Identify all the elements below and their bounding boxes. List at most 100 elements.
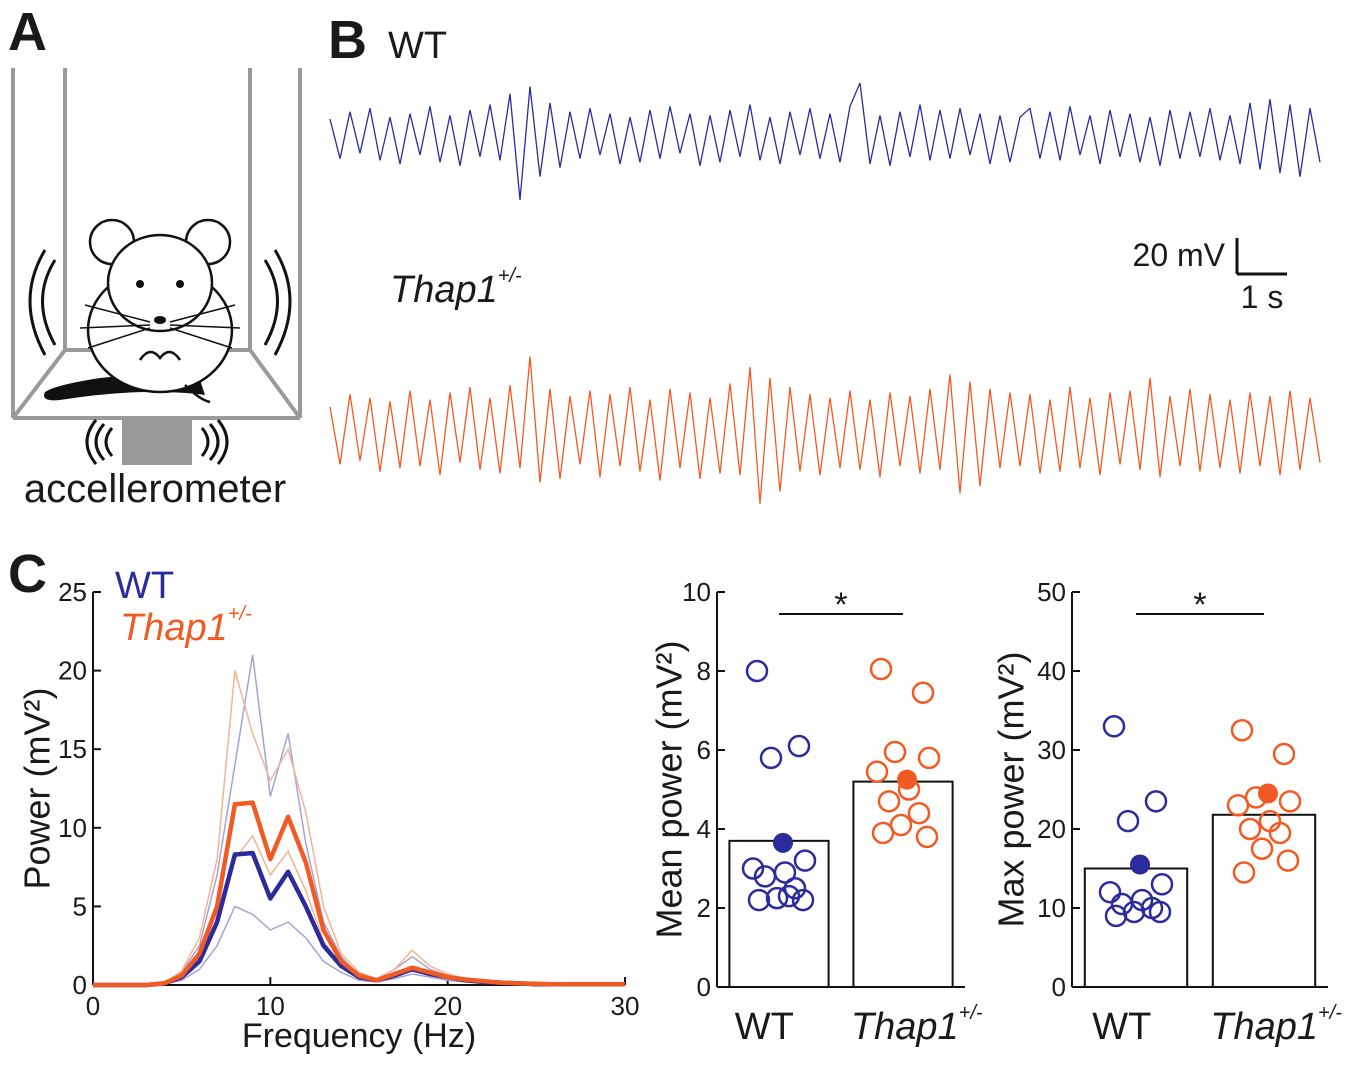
mean-point	[1130, 854, 1150, 875]
data-point	[911, 681, 935, 704]
y-tick-label: 15	[58, 734, 87, 764]
data-point	[1104, 904, 1128, 928]
category-label-main: Thap1	[851, 1006, 959, 1048]
data-point	[877, 790, 901, 813]
data-point	[1250, 837, 1274, 860]
data-point	[777, 884, 801, 908]
bar	[1211, 813, 1317, 989]
data-point	[1144, 790, 1168, 813]
data-point	[1148, 900, 1172, 924]
data-point	[871, 821, 895, 845]
legend-entry: WT	[115, 565, 174, 607]
data-point	[745, 659, 769, 683]
data-point	[1230, 719, 1254, 742]
y-tick-label: 10	[1037, 893, 1066, 923]
y-tick-label: 6	[697, 735, 711, 765]
y-tick-label: 20	[58, 656, 87, 686]
data-point	[907, 801, 931, 825]
x-axis-title: Frequency (Hz)	[242, 1017, 476, 1055]
category-label: WT	[1092, 1006, 1151, 1048]
x-tick-label: 10	[256, 991, 285, 1021]
data-point	[1226, 794, 1250, 817]
panel-label: A	[8, 2, 47, 62]
y-tick-label: 20	[1037, 814, 1066, 844]
data-point	[1102, 715, 1126, 738]
data-point	[1278, 790, 1302, 813]
x-tick-label: 0	[86, 991, 100, 1021]
mean-line	[93, 800, 625, 988]
individual-line	[93, 670, 625, 986]
data-point	[915, 825, 939, 849]
y-tick-label: 4	[697, 814, 711, 844]
trace-label-main: WT	[388, 25, 447, 67]
data-point	[765, 886, 789, 910]
significance-mark: *	[1193, 586, 1206, 624]
legend-entry-main: Thap1	[120, 607, 228, 649]
data-point	[865, 760, 889, 783]
y-tick-label: 40	[1037, 656, 1066, 686]
data-point	[1098, 880, 1122, 904]
trace-label: Thap1+/-	[390, 265, 522, 311]
category-label-superscript: +/-	[959, 1002, 983, 1024]
trace-label: WT	[388, 25, 447, 67]
mean-point	[1258, 783, 1278, 804]
data-point	[917, 746, 941, 770]
legend-entry-main: WT	[115, 565, 174, 607]
trace-label-main: Thap1	[390, 269, 498, 311]
individual-line	[93, 654, 625, 986]
category-label-main: WT	[1092, 1006, 1151, 1048]
y-tick-label: 10	[58, 813, 87, 843]
data-point	[1268, 821, 1292, 845]
y-axis-title: Max power (mV²)	[991, 651, 1032, 927]
panel-label: C	[8, 544, 47, 604]
trace	[329, 82, 1321, 201]
significance-mark: *	[834, 586, 847, 624]
data-point	[869, 657, 893, 681]
y-tick-label: 50	[1037, 577, 1066, 607]
data-point	[1272, 742, 1296, 766]
data-point	[793, 849, 817, 872]
data-point	[1276, 849, 1300, 872]
y-tick-label: 5	[73, 891, 87, 921]
x-tick-label: 30	[611, 991, 640, 1021]
category-label-superscript: +/-	[1318, 1002, 1342, 1024]
scale-bar-label: 1 s	[1241, 279, 1284, 315]
mean-point	[897, 769, 917, 790]
category-label: Thap1+/-	[851, 1002, 983, 1048]
individual-line	[93, 834, 625, 986]
y-axis-title: Power (mV²)	[17, 687, 58, 889]
data-point	[741, 857, 765, 880]
data-point	[1110, 892, 1134, 916]
legend-entry-superscript: +/-	[228, 603, 252, 625]
data-point	[747, 888, 771, 912]
y-axis-title: Mean power (mV²)	[649, 640, 690, 938]
trace	[329, 356, 1321, 505]
y-tick-label: 0	[697, 972, 711, 1002]
y-tick-label: 10	[682, 577, 711, 607]
apparatus-diagram	[11, 68, 302, 465]
legend-entry: Thap1+/-	[120, 603, 252, 649]
data-point	[1238, 817, 1262, 841]
category-label-main: Thap1	[1210, 1006, 1318, 1048]
category-label: Thap1+/-	[1210, 1002, 1342, 1048]
data-point	[1116, 809, 1140, 833]
data-point	[791, 888, 815, 912]
data-point	[787, 734, 811, 758]
category-label: WT	[735, 1006, 794, 1048]
trace-label-superscript: +/-	[498, 265, 522, 287]
scale-bar-label: 20 mV	[1133, 237, 1226, 273]
x-tick-label: 20	[433, 991, 462, 1021]
bar	[852, 780, 954, 988]
category-label-main: WT	[735, 1006, 794, 1048]
y-tick-label: 2	[697, 893, 711, 923]
data-point	[883, 740, 907, 764]
y-tick-label: 8	[697, 656, 711, 686]
y-tick-label: 25	[58, 577, 87, 607]
mean-line	[93, 850, 625, 988]
data-point	[759, 746, 783, 770]
y-tick-label: 0	[73, 970, 87, 1000]
y-tick-label: 0	[1052, 972, 1066, 1002]
mean-point	[773, 832, 793, 853]
diagram-label: accellerometer	[24, 467, 286, 511]
